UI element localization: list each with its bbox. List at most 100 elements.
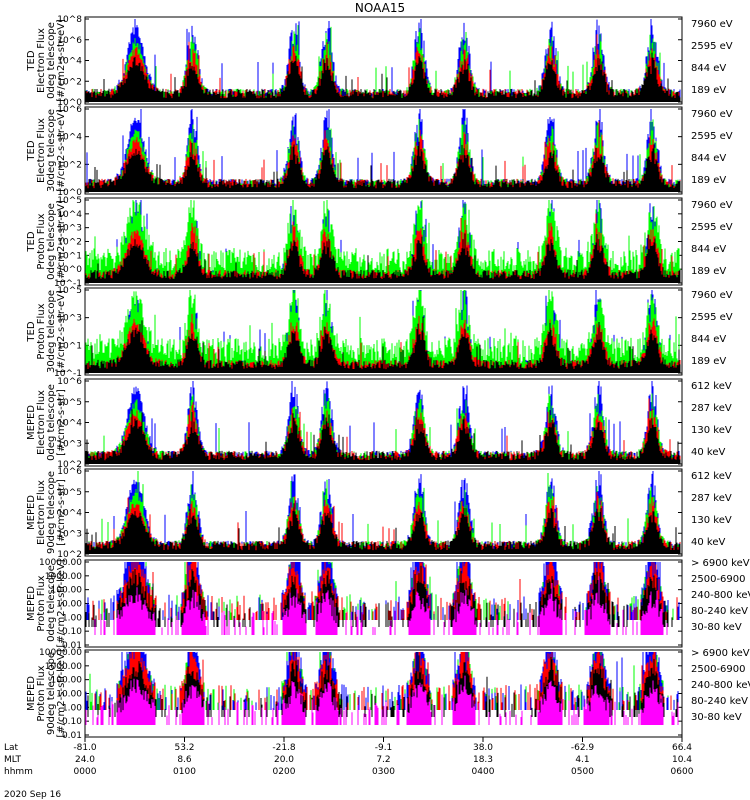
series-trace — [85, 141, 681, 192]
legend-entry: 844 eV — [691, 334, 726, 345]
panel-ylabel-line: [#/cm2-s-str-eV] — [56, 200, 67, 283]
y-tick-label: 10^-1 — [54, 279, 82, 289]
legend-entry: 30-80 keV — [691, 712, 742, 723]
legend-entry: 30-80 keV — [691, 622, 742, 633]
panel: 10^2 10^3 10^4 10^5 10^6 MEPED Electron Flux 0d… — [26, 377, 732, 470]
y-tick-label: 10^6 — [57, 105, 82, 115]
legend-entry: 130 keV — [691, 515, 732, 526]
y-tick-label: 10^0 — [57, 98, 82, 108]
legend-entry: 240-800 keV — [691, 590, 750, 601]
y-tick-label: 10.00 — [56, 600, 82, 610]
legend-entry: 287 keV — [691, 403, 732, 414]
y-tick-label: 10^3 — [57, 439, 82, 449]
figure-title: NOAA15 — [355, 1, 405, 15]
x-tick-label: 0100 — [173, 767, 196, 777]
legend-entry: 7960 eV — [691, 290, 733, 301]
x-tick-label: 66.4 — [672, 743, 692, 753]
legend-entry: 7960 eV — [691, 19, 733, 30]
panel: 10^0 10^2 10^4 10^6 TED Electron Flux 30deg te… — [26, 105, 733, 198]
x-tick-label: -21.8 — [272, 743, 296, 753]
panel-ylabel-line: [#/cm2-s-str] — [56, 389, 67, 456]
panel: 10^2 10^3 10^4 10^5 10^6 MEPED Electron Flux 90… — [26, 467, 732, 560]
series-trace — [94, 576, 668, 635]
y-tick-label: 10^2 — [57, 77, 82, 87]
panel: 0.01 0.10 1.00 10.00 100.00 1000.00 10000.00 ME… — [26, 558, 750, 651]
panel-ylabel-line: [#/cm2-s-str] — [56, 479, 67, 546]
y-tick-label: 10^6 — [57, 377, 82, 387]
footer-row-label: hhmm — [4, 767, 33, 777]
legend-entry: 130 keV — [691, 425, 732, 436]
panels: 10^0 10^2 10^4 10^6 10^8 TED Electron Flux 0deg… — [26, 15, 750, 741]
x-tick-label: 10.4 — [672, 755, 692, 765]
footer-axis-labels: Lat MLT hhmm -81.0 24.0 0000 53.2 8.6 0100 -21.8 2… — [4, 737, 694, 777]
panel-ylabel-line: 0deg telescope — [46, 22, 57, 99]
panel-ylabel-line: Proton Flux — [36, 575, 47, 631]
x-tick-label: 0300 — [372, 767, 395, 777]
x-tick-label: -62.9 — [571, 743, 595, 753]
panel-ylabel-line: Electron Flux — [36, 390, 47, 455]
y-tick-label: 1.00 — [62, 703, 82, 713]
y-tick-label: 10^4 — [57, 133, 82, 143]
panel-frame — [84, 287, 683, 376]
series-trace — [85, 233, 681, 283]
panel-ylabel-line: 90deg telescope — [46, 471, 57, 554]
y-tick-label: 10^2 — [57, 550, 82, 560]
x-tick-label: 7.2 — [376, 755, 390, 765]
panel-ylabel-line: TED — [26, 321, 37, 342]
panel-frame — [84, 106, 683, 195]
legend-entry: 40 keV — [691, 447, 725, 458]
series-trace — [85, 409, 681, 464]
y-tick-label: 10^3 — [57, 224, 82, 234]
legend-entry: 240-800 keV — [691, 680, 750, 691]
x-tick-label: 0400 — [472, 767, 495, 777]
panel-ylabel-line: [#/cm2-s-str-keV] — [56, 649, 67, 737]
x-tick-label: 0600 — [671, 767, 694, 777]
legend-entry: 612 keV — [691, 381, 732, 392]
y-tick-label: 100.00 — [51, 676, 83, 686]
y-tick-label: 10^6 — [57, 36, 82, 46]
legend-entry: 844 eV — [691, 63, 726, 74]
y-tick-label: 10^5 — [57, 286, 82, 296]
x-tick-label: 4.1 — [575, 755, 589, 765]
panel: 10^-1 10^1 10^3 10^5 TED Proton Flux 30deg tel… — [26, 286, 733, 379]
y-tick-label: 100.00 — [51, 586, 83, 596]
y-tick-label: 10^6 — [57, 467, 82, 477]
y-tick-label: 10^4 — [57, 509, 82, 519]
y-tick-label: 10000.00 — [39, 558, 82, 568]
footer-row-label: MLT — [4, 755, 22, 765]
series-trace — [85, 52, 681, 102]
panel-ylabel-line: 0deg telescope — [46, 203, 57, 280]
x-tick-label: 38.0 — [473, 743, 493, 753]
y-tick-label: 0.10 — [62, 717, 82, 727]
y-tick-label: 1000.00 — [45, 572, 82, 582]
y-tick-label: 10^2 — [57, 160, 82, 170]
y-tick-label: 10^8 — [57, 15, 82, 25]
y-tick-label: 0.10 — [62, 627, 82, 637]
y-tick-label: 10^-1 — [54, 369, 82, 379]
panel-ylabel-line: MEPED — [26, 586, 37, 621]
legend-entry: > 6900 keV — [691, 648, 750, 659]
legend-entry: 2500-6900 — [691, 664, 746, 675]
y-tick-label: 0.01 — [62, 731, 82, 741]
legend-entry: 844 eV — [691, 244, 726, 255]
panel-ylabel-line: MEPED — [26, 676, 37, 711]
series-trace — [85, 503, 681, 554]
y-tick-label: 10^5 — [57, 196, 82, 206]
y-tick-label: 10^4 — [57, 210, 82, 220]
legend-entry: 2595 eV — [691, 312, 733, 323]
legend-entry: 844 eV — [691, 153, 726, 164]
y-tick-label: 10^0 — [57, 188, 82, 198]
legend-entry: 189 eV — [691, 356, 726, 367]
y-tick-label: 10^1 — [57, 251, 82, 261]
panel-ylabel-line: Electron Flux — [36, 480, 47, 545]
y-tick-label: 10^2 — [57, 460, 82, 470]
panel-ylabel-line: 90deg telescope — [46, 652, 57, 735]
x-tick-label: 20.0 — [274, 755, 294, 765]
panel-ylabel-line: 30deg telescope — [46, 109, 57, 192]
y-tick-label: 10000.00 — [39, 648, 82, 658]
x-tick-label: 0200 — [273, 767, 296, 777]
legend-entry: > 6900 keV — [691, 558, 750, 569]
y-tick-label: 1000.00 — [45, 662, 82, 672]
panel-ylabel-line: TED — [26, 50, 37, 71]
legend-entry: 7960 eV — [691, 200, 733, 211]
